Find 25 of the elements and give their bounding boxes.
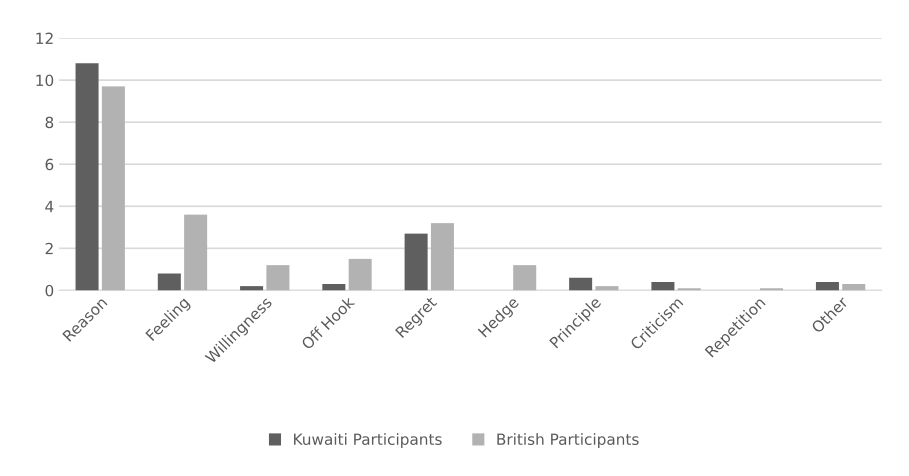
bar [158,274,181,290]
y-tick-label: 2 [46,242,53,254]
y-tick-label: 12 [36,32,53,44]
y-tick-label: 0 [46,284,54,296]
bar [404,234,428,290]
bar [266,265,290,290]
bar [842,284,866,290]
bar [76,63,99,290]
y-tick-label: 10 [36,74,54,86]
legend-label: British Participants [497,433,639,448]
bar [240,286,264,290]
bar [348,258,372,290]
bar [322,284,346,290]
y-tick-label: 4 [45,200,54,212]
y-tick-label: 6 [46,158,54,170]
bar [569,278,592,290]
bar [651,282,674,290]
bar [513,265,536,290]
y-tick-label: 8 [46,116,54,128]
bar [430,223,454,290]
legend-label: Kuwaiti Participants [294,433,442,448]
bar [595,286,618,290]
bar [816,282,839,290]
bar [184,214,208,290]
bar [102,86,125,290]
